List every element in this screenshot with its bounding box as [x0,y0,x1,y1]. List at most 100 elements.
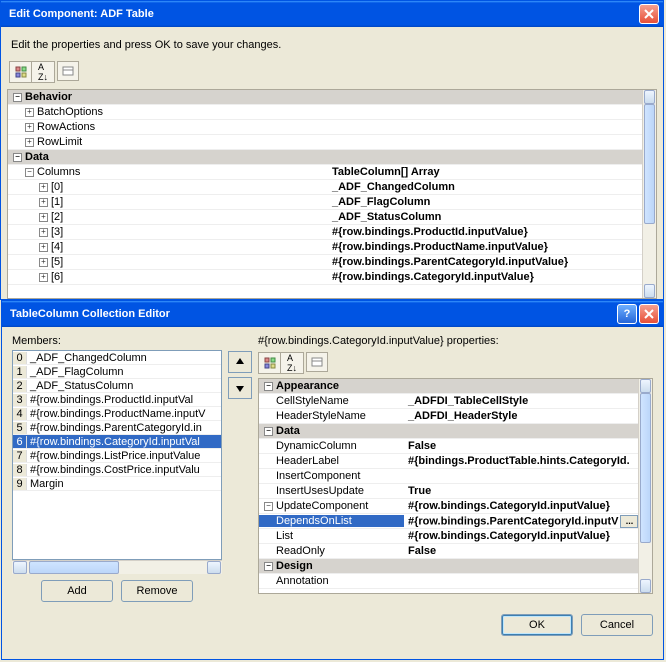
prop-val[interactable]: False [404,545,638,557]
prop-key[interactable]: HeaderLabel [276,455,339,467]
prop-key[interactable]: Annotation [276,575,329,587]
prop-val[interactable]: #{row.bindings.ProductId.inputValue} [328,226,642,238]
prop-key[interactable]: RowActions [37,121,95,133]
collapse-icon[interactable]: − [264,562,273,571]
remove-button[interactable]: Remove [121,580,193,602]
member-item[interactable]: 8#{row.bindings.CostPrice.inputValu [13,463,221,477]
collapse-icon[interactable]: − [13,153,22,162]
prop-key[interactable]: [1] [51,196,63,208]
titlebar: Edit Component: ADF Table [1,1,663,27]
scroll-up-button[interactable] [644,90,655,104]
property-pages-button[interactable] [57,61,79,81]
member-item[interactable]: 6#{row.bindings.CategoryId.inputVal [13,435,221,449]
scroll-up-button[interactable] [640,379,651,393]
prop-val[interactable]: _ADF_FlagColumn [328,196,642,208]
member-item[interactable]: 3#{row.bindings.ProductId.inputVal [13,393,221,407]
prop-key[interactable]: UpdateComponent [276,500,368,512]
prop-key[interactable]: [6] [51,271,63,283]
prop-key[interactable]: List [276,530,293,542]
prop-key[interactable]: ReadOnly [276,545,325,557]
member-item[interactable]: 2_ADF_StatusColumn [13,379,221,393]
categorized-button[interactable] [259,353,281,373]
prop-key[interactable]: CellStyleName [276,395,349,407]
prop-key[interactable]: InsertComponent [276,470,360,482]
scroll-thumb[interactable] [644,104,655,224]
collapse-icon[interactable]: − [13,93,22,102]
prop-val[interactable]: TableColumn[] Array [328,166,642,178]
prop-key[interactable]: [4] [51,241,63,253]
vertical-scrollbar[interactable] [638,379,652,593]
member-item[interactable]: 5#{row.bindings.ParentCategoryId.in [13,421,221,435]
prop-val[interactable]: #{row.bindings.CategoryId.inputValue} [404,530,638,542]
prop-val[interactable]: #{row.bindings.CategoryId.inputValue} [404,500,638,512]
prop-val[interactable]: _ADFDI_TableCellStyle [404,395,638,407]
alphabetical-button[interactable]: AZ↓ [32,62,54,82]
prop-val[interactable]: #{row.bindings.ProductName.inputValue} [328,241,642,253]
prop-val[interactable]: True [404,485,638,497]
move-up-button[interactable] [228,351,252,373]
expand-icon[interactable]: + [25,123,34,132]
prop-val[interactable]: #{row.bindings.CategoryId.inputValue} [328,271,642,283]
members-panel: Members: 0_ADF_ChangedColumn1_ADF_FlagCo… [12,335,222,602]
close-button[interactable] [639,304,659,324]
vertical-scrollbar[interactable] [642,90,656,298]
prop-val[interactable]: _ADF_ChangedColumn [328,181,642,193]
expand-icon[interactable]: + [39,198,48,207]
categorized-button[interactable] [10,62,32,82]
scroll-left-button[interactable] [13,561,27,574]
scroll-thumb[interactable] [640,393,651,543]
expand-icon[interactable]: + [39,243,48,252]
collapse-icon[interactable]: − [264,427,273,436]
scroll-thumb[interactable] [29,561,119,574]
expand-icon[interactable]: + [39,183,48,192]
member-item[interactable]: 7#{row.bindings.ListPrice.inputValue [13,449,221,463]
expand-icon[interactable]: + [39,228,48,237]
scroll-down-button[interactable] [644,284,655,298]
property-pages-button[interactable] [306,352,328,372]
move-down-button[interactable] [228,377,252,399]
expand-icon[interactable]: + [39,273,48,282]
prop-val[interactable]: False [404,440,638,452]
property-grid: −Behavior +BatchOptions +RowActions +Row… [7,89,657,299]
prop-val[interactable]: #{row.bindings.ParentCategoryId.inputVal… [328,256,642,268]
prop-val[interactable]: #{bindings.ProductTable.hints.CategoryId… [404,455,638,467]
prop-key[interactable]: [0] [51,181,63,193]
prop-val[interactable]: #{row.bindings.ParentCategoryId.inputV..… [404,515,638,528]
collapse-icon[interactable]: − [264,502,273,511]
prop-key[interactable]: [5] [51,256,63,268]
expand-icon[interactable]: + [39,213,48,222]
close-button[interactable] [639,4,659,24]
scroll-right-button[interactable] [207,561,221,574]
prop-key[interactable]: InsertUsesUpdate [276,485,364,497]
alphabetical-button[interactable]: AZ↓ [281,353,303,373]
expand-icon[interactable]: + [25,108,34,117]
ok-button[interactable]: OK [501,614,573,636]
add-button[interactable]: Add [41,580,113,602]
member-item[interactable]: 9Margin [13,477,221,491]
horizontal-scrollbar[interactable] [12,560,222,574]
collapse-icon[interactable]: − [25,168,34,177]
prop-key[interactable]: Columns [37,166,80,178]
member-item[interactable]: 1_ADF_FlagColumn [13,365,221,379]
prop-key[interactable]: BatchOptions [37,106,103,118]
titlebar: TableColumn Collection Editor ? [2,301,663,327]
cancel-button[interactable]: Cancel [581,614,653,636]
expand-icon[interactable]: + [25,138,34,147]
prop-val[interactable]: _ADF_StatusColumn [328,211,642,223]
prop-key[interactable]: [2] [51,211,63,223]
help-button[interactable]: ? [617,304,637,324]
prop-val[interactable]: _ADFDI_HeaderStyle [404,410,638,422]
prop-key[interactable]: [3] [51,226,63,238]
member-item[interactable]: 0_ADF_ChangedColumn [13,351,221,365]
prop-key[interactable]: DynamicColumn [276,440,357,452]
collapse-icon[interactable]: − [264,382,273,391]
member-item[interactable]: 4#{row.bindings.ProductName.inputV [13,407,221,421]
properties-label: #{row.bindings.CategoryId.inputValue} pr… [258,335,653,347]
prop-key[interactable]: HeaderStyleName [276,410,366,422]
members-list[interactable]: 0_ADF_ChangedColumn1_ADF_FlagColumn2_ADF… [12,350,222,560]
scroll-down-button[interactable] [640,579,651,593]
prop-key[interactable]: DependsOnList [276,515,352,527]
prop-key[interactable]: RowLimit [37,136,82,148]
expand-icon[interactable]: + [39,258,48,267]
ellipsis-button[interactable]: ... [620,515,638,528]
